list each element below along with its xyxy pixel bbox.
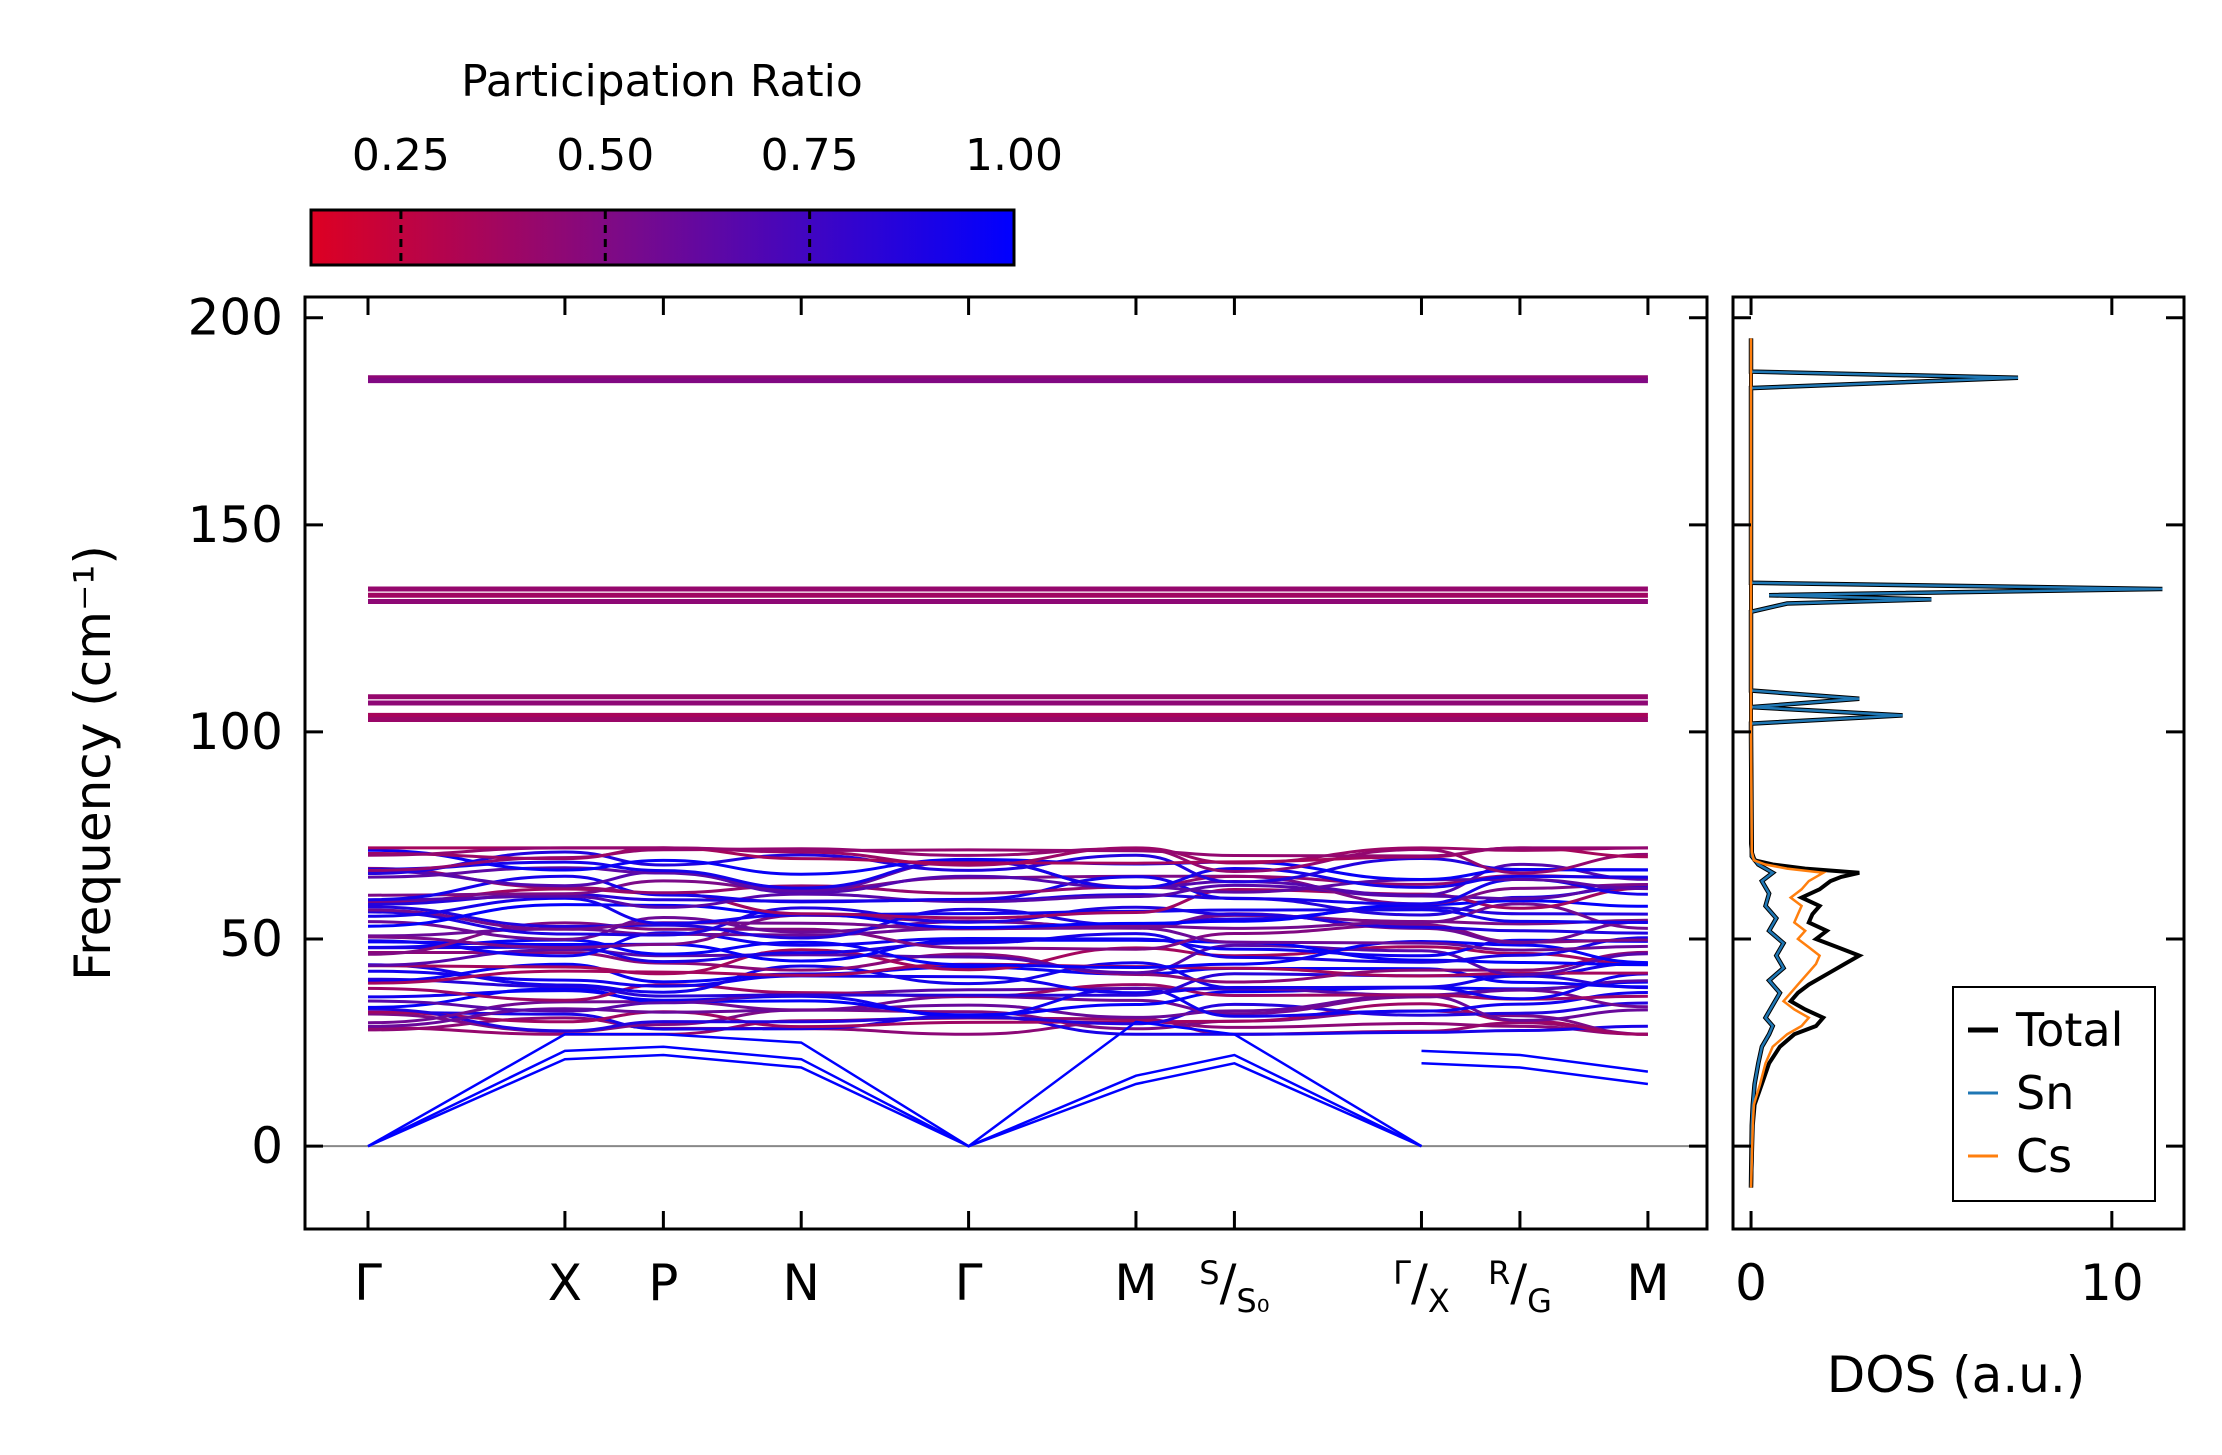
dos-plot-frame	[1731, 295, 2186, 1231]
colorbar-gradient	[309, 208, 1016, 267]
acoustic-3	[367, 1020, 1423, 1148]
optical-band	[367, 979, 1648, 1013]
k-point-label: M	[1114, 1254, 1157, 1312]
optical-band	[367, 858, 1648, 890]
optical-band	[367, 846, 1648, 867]
y-axis-label: Frequency (cm⁻¹)	[64, 545, 122, 981]
k-point-label: Γ	[955, 1254, 983, 1312]
k-point-label: X	[548, 1254, 582, 1312]
rg-m-band-1	[1421, 1062, 1649, 1086]
optical-band	[367, 931, 1648, 958]
optical-band	[367, 980, 1648, 1017]
k-point-label: R/G	[1488, 1254, 1552, 1320]
legend-label: Total	[2015, 1003, 2123, 1057]
optical-band	[367, 1001, 1648, 1033]
k-point-label: M	[1626, 1254, 1669, 1312]
optical-band	[367, 850, 1648, 884]
k-point-label: P	[648, 1254, 678, 1312]
dos-legend: Total Sn Cs	[1952, 986, 2156, 1202]
k-point-label: Γ/X	[1393, 1254, 1450, 1320]
k-point-label: S/S₀	[1199, 1254, 1269, 1320]
optical-band	[367, 912, 1648, 945]
optical-band	[367, 945, 1648, 976]
rg-m-band-2	[1421, 1049, 1649, 1073]
colorbar-tick-label: 0.25	[352, 130, 450, 181]
optical-band	[367, 846, 1648, 858]
y-tick-label: 50	[219, 910, 283, 968]
dos-series-total	[1749, 338, 1864, 1188]
dos-x-tick-label: 10	[2080, 1254, 2144, 1312]
k-point-label: N	[783, 1254, 820, 1312]
optical-band	[367, 885, 1648, 917]
optical-band	[367, 899, 1648, 930]
optical-band	[367, 961, 1648, 994]
y-tick-label: 150	[188, 496, 283, 554]
optical-band	[367, 1016, 1648, 1036]
band-structure-panel: 0 50 100 150 200 Γ X P N Γ M S/S₀ Γ/X R/G M Frequency …	[64, 289, 1709, 1320]
y-tick-label: 200	[188, 289, 283, 347]
dos-x-tick-label: 0	[1735, 1254, 1767, 1312]
dos-x-axis-label: DOS (a.u.)	[1827, 1346, 2086, 1404]
colorbar-tick-label: 0.50	[556, 130, 654, 181]
colorbar-tick-label: 1.00	[965, 130, 1063, 181]
acoustic-1	[367, 1053, 1423, 1148]
optical-band	[367, 921, 1648, 956]
y-tick-label: 0	[251, 1117, 283, 1175]
colorbar: Participation Ratio 0.25 0.50 0.75 1.00	[309, 56, 1063, 267]
dos-series-sn	[1749, 338, 2163, 1188]
legend-label: Cs	[2016, 1129, 2072, 1183]
dos-series-cs	[1749, 338, 1828, 1188]
dos-panel: 0 10 DOS (a.u.) Total Sn Cs	[1731, 295, 2186, 1404]
acoustic-2	[367, 1045, 1423, 1148]
band-plot-frame	[303, 295, 1709, 1231]
optical-band	[367, 950, 1648, 984]
colorbar-tick-label: 0.75	[761, 130, 859, 181]
optical-band	[367, 866, 1648, 895]
colorbar-title: Participation Ratio	[461, 56, 863, 107]
k-point-label: Γ	[354, 1254, 382, 1312]
legend-label: Sn	[2016, 1066, 2074, 1120]
optical-band	[367, 983, 1648, 1002]
optical-band	[367, 896, 1648, 925]
optical-band	[367, 969, 1648, 1001]
y-tick-label: 100	[188, 703, 283, 761]
